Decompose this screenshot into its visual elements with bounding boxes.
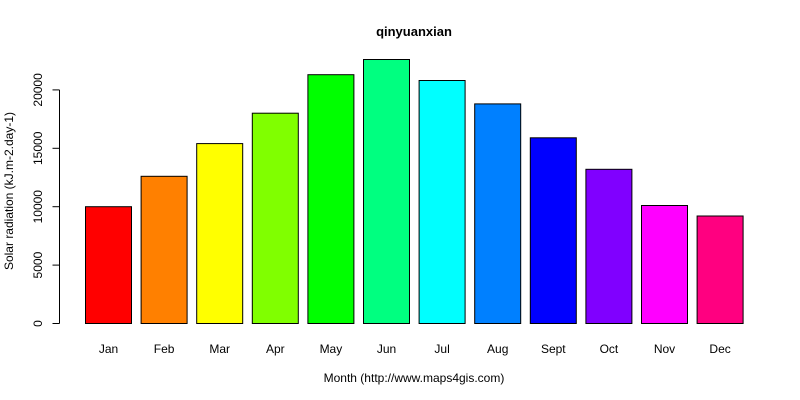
bar-mar — [196, 143, 244, 324]
bar-apr — [251, 112, 299, 324]
x-tick-label: Feb — [154, 342, 175, 356]
x-tick-label: Jul — [434, 342, 449, 356]
bar-sept — [529, 137, 577, 324]
x-tick-label: Apr — [266, 342, 285, 356]
bar-jun — [363, 59, 410, 324]
y-tick-label: 20000 — [31, 73, 45, 107]
chart-title: qinyuanxian — [376, 24, 452, 39]
x-tick-label: Jun — [377, 342, 396, 356]
x-tick-label: Sept — [541, 342, 566, 356]
x-tick-label: Nov — [654, 342, 675, 356]
x-tick-label: Mar — [209, 342, 230, 356]
x-tick-labels: Jan Feb Mar Apr May Jun Jul Aug Sept Oct Nov Dec — [99, 342, 731, 356]
bar-feb — [140, 175, 188, 324]
bars — [85, 59, 744, 325]
y-tick-label: 10000 — [31, 190, 45, 224]
y-tick-label: 15000 — [31, 131, 45, 165]
bar-jul — [418, 80, 466, 324]
bar-may — [307, 74, 355, 324]
bar-oct — [585, 168, 633, 324]
y-tick-label: 5000 — [31, 251, 45, 278]
x-tick-label: Jan — [99, 342, 118, 356]
x-tick-label: Dec — [709, 342, 730, 356]
x-tick-label: Oct — [600, 342, 619, 356]
y-tick-label: 0 — [31, 320, 45, 327]
y-axis-label: Solar radiation (kJ.m-2.day-1) — [2, 112, 16, 270]
x-tick-label: Aug — [487, 342, 508, 356]
y-axis: 0 5000 10000 15000 20000 — [31, 73, 60, 327]
bar-nov — [641, 205, 688, 324]
bar-jan — [85, 206, 132, 324]
x-tick-label: May — [320, 342, 343, 356]
x-axis-label: Month (http://www.maps4gis.com) — [324, 371, 505, 385]
bar-aug — [474, 103, 522, 325]
bar-dec — [696, 215, 744, 324]
